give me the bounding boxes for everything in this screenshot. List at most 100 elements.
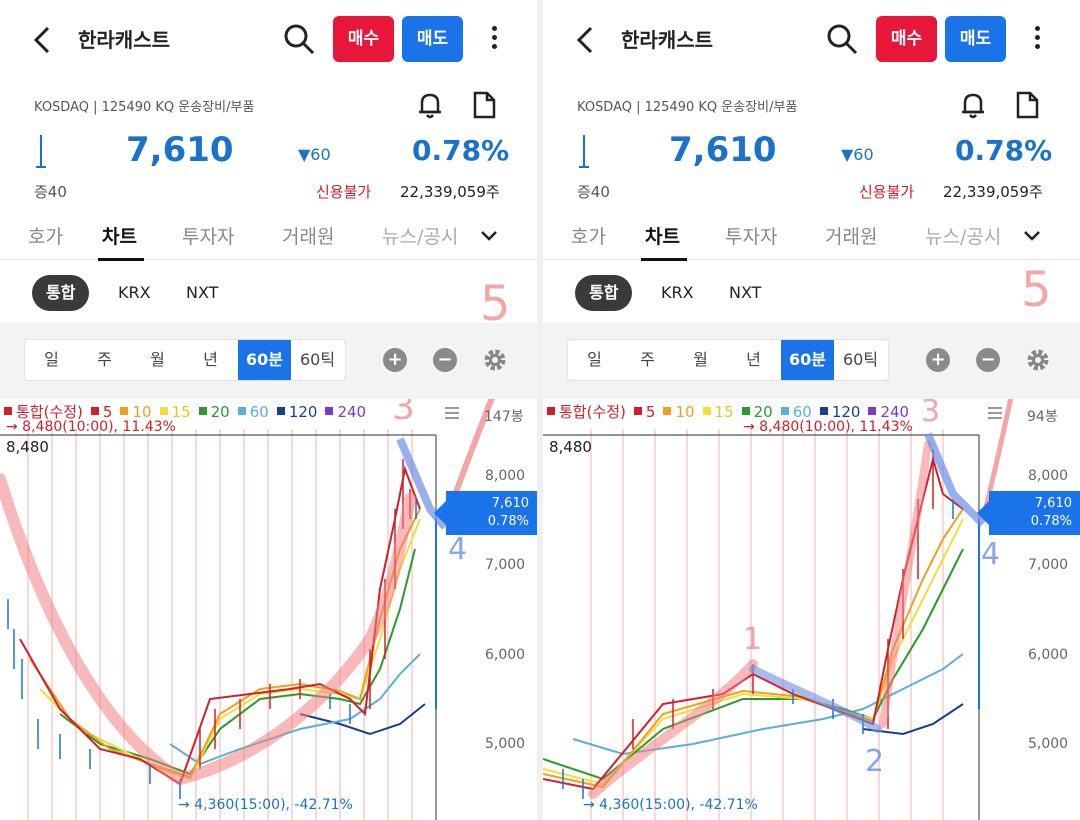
legend-item: 240 (325, 403, 370, 421)
legend-item: 60 (237, 403, 273, 421)
chevron-down-icon[interactable] (478, 228, 500, 244)
change-rate: 0.78% (412, 134, 510, 167)
gear-icon[interactable] (1025, 347, 1051, 373)
chevron-down-icon[interactable] (1021, 228, 1043, 244)
zoom-in-icon[interactable]: + (383, 348, 407, 372)
credit-status: 신용불가 (859, 183, 915, 201)
tab-orderbook[interactable]: 호가 (571, 226, 606, 248)
annotation-5: 5 (480, 276, 511, 332)
zoom-out-icon[interactable]: − (976, 348, 1000, 372)
y-tick-6000: 6,000 (485, 647, 526, 663)
chart-legend: 통합(수정) 5 10 15 20 60 120 240 (547, 401, 917, 422)
period-week[interactable]: 주 (97, 350, 112, 369)
document-icon[interactable] (470, 90, 498, 120)
legend-item: 15 (702, 403, 738, 421)
legend-item: 240 (868, 403, 913, 421)
menu-icon[interactable] (988, 407, 1002, 419)
period-day[interactable]: 일 (587, 350, 602, 369)
period-day[interactable]: 일 (44, 350, 59, 369)
legend-item: 20 (198, 403, 234, 421)
max-value: 8,480 (6, 438, 49, 456)
current-price: 7,610 (669, 130, 777, 170)
more-vertical-icon[interactable] (1027, 22, 1047, 58)
down-arrow-icon (36, 135, 46, 168)
bar-count: 147봉 (484, 409, 524, 425)
legend-item: 60 (780, 403, 816, 421)
document-icon[interactable] (1013, 90, 1041, 120)
chart-legend: 통합(수정) 5 10 15 20 60 120 240 (4, 401, 374, 422)
right-panel: 한라캐스트 매수 매도 KOSDAQ | 125490 KQ 운송장비/부품 7… (543, 0, 1080, 820)
zoom-in-icon[interactable]: + (926, 348, 950, 372)
price-change: ▼60 (841, 145, 874, 164)
legend-item: 120 (276, 403, 322, 421)
annotation-3: 3 (921, 399, 940, 429)
period-60tick[interactable]: 60틱 (299, 350, 336, 369)
annotation-5-layer: 5 (480, 276, 511, 332)
y-tick-7000: 7,000 (485, 557, 526, 573)
market-chip-nxt[interactable]: NXT (729, 283, 762, 302)
current-rate-tag: 0.78% (1030, 514, 1072, 529)
period-year[interactable]: 년 (203, 350, 218, 369)
back-arrow-icon[interactable] (28, 22, 58, 58)
tab-orderbook[interactable]: 호가 (28, 226, 63, 248)
y-tick-6000: 6,000 (1028, 647, 1069, 663)
stock-title: 한라캐스트 (78, 28, 170, 52)
market-chip-nxt[interactable]: NXT (186, 283, 219, 302)
buy-button[interactable]: 매수 (333, 16, 394, 62)
period-week[interactable]: 주 (640, 350, 655, 369)
y-tick-8000: 8,000 (1028, 468, 1069, 484)
high-label: → 8,480(10:00), 11.43% (6, 419, 176, 435)
market-chip-all[interactable]: 통합 (575, 275, 633, 311)
annotation-5: 5 (1021, 262, 1052, 318)
annotation-2: 2 (865, 744, 884, 779)
menu-icon[interactable] (445, 407, 459, 419)
tab-broker[interactable]: 거래원 (825, 226, 878, 248)
tab-news[interactable]: 뉴스/공시 (925, 226, 1002, 248)
tab-underline (641, 258, 687, 261)
y-tick-5000: 5,000 (485, 736, 526, 752)
sell-button[interactable]: 매도 (945, 16, 1006, 62)
period-60tick[interactable]: 60틱 (842, 350, 879, 369)
period-month[interactable]: 월 (150, 350, 165, 369)
current-price-box: 7,610 0.78% (977, 491, 1080, 535)
tab-broker[interactable]: 거래원 (282, 226, 335, 248)
legend-item: 120 (819, 403, 865, 421)
tab-news[interactable]: 뉴스/공시 (382, 226, 459, 248)
market-chip-krx[interactable]: KRX (118, 283, 151, 302)
annotation-1: 1 (743, 622, 762, 657)
market-chip-krx[interactable]: KRX (661, 283, 694, 302)
y-tick-8000: 8,000 (485, 468, 526, 484)
annotation-3: 3 (392, 399, 415, 428)
gear-icon[interactable] (482, 347, 508, 373)
period-year[interactable]: 년 (746, 350, 761, 369)
tab-investor[interactable]: 투자자 (182, 226, 235, 248)
tab-investor[interactable]: 투자자 (725, 226, 778, 248)
tab-chart[interactable]: 차트 (645, 226, 680, 248)
change-rate: 0.78% (955, 134, 1053, 167)
low-label: → 4,360(15:00), -42.71% (583, 797, 758, 813)
candlestick-chart[interactable]: 1 2 3 4 (543, 399, 1080, 820)
zoom-out-icon[interactable]: − (433, 348, 457, 372)
legend-item: 15 (159, 403, 195, 421)
market-info: KOSDAQ | 125490 KQ 운송장비/부품 (34, 100, 255, 115)
left-panel: 한라캐스트 매수 매도 KOSDAQ | 125490 KQ 운송장비/부품 7… (0, 0, 537, 820)
tab-chart[interactable]: 차트 (102, 226, 137, 248)
search-icon[interactable] (282, 22, 316, 56)
search-icon[interactable] (825, 22, 859, 56)
buy-button[interactable]: 매수 (876, 16, 937, 62)
back-arrow-icon[interactable] (571, 22, 601, 58)
legend-item: 5 (633, 403, 660, 421)
bell-icon[interactable] (415, 90, 445, 120)
tab-bar: 호가 차트 투자자 거래원 뉴스/공시 (0, 214, 537, 261)
sell-button[interactable]: 매도 (402, 16, 463, 62)
legend-item: 10 (663, 403, 698, 421)
market-chip-all[interactable]: 통합 (32, 275, 90, 311)
legend-item: 5 (90, 403, 117, 421)
period-60min[interactable]: 60분 (238, 340, 291, 380)
more-vertical-icon[interactable] (484, 22, 504, 58)
candlestick-chart[interactable]: 3 4 (0, 399, 537, 820)
bell-icon[interactable] (958, 90, 988, 120)
period-month[interactable]: 월 (693, 350, 708, 369)
period-60min[interactable]: 60분 (781, 340, 834, 380)
current-price-tag: 7,610 (1034, 496, 1072, 511)
